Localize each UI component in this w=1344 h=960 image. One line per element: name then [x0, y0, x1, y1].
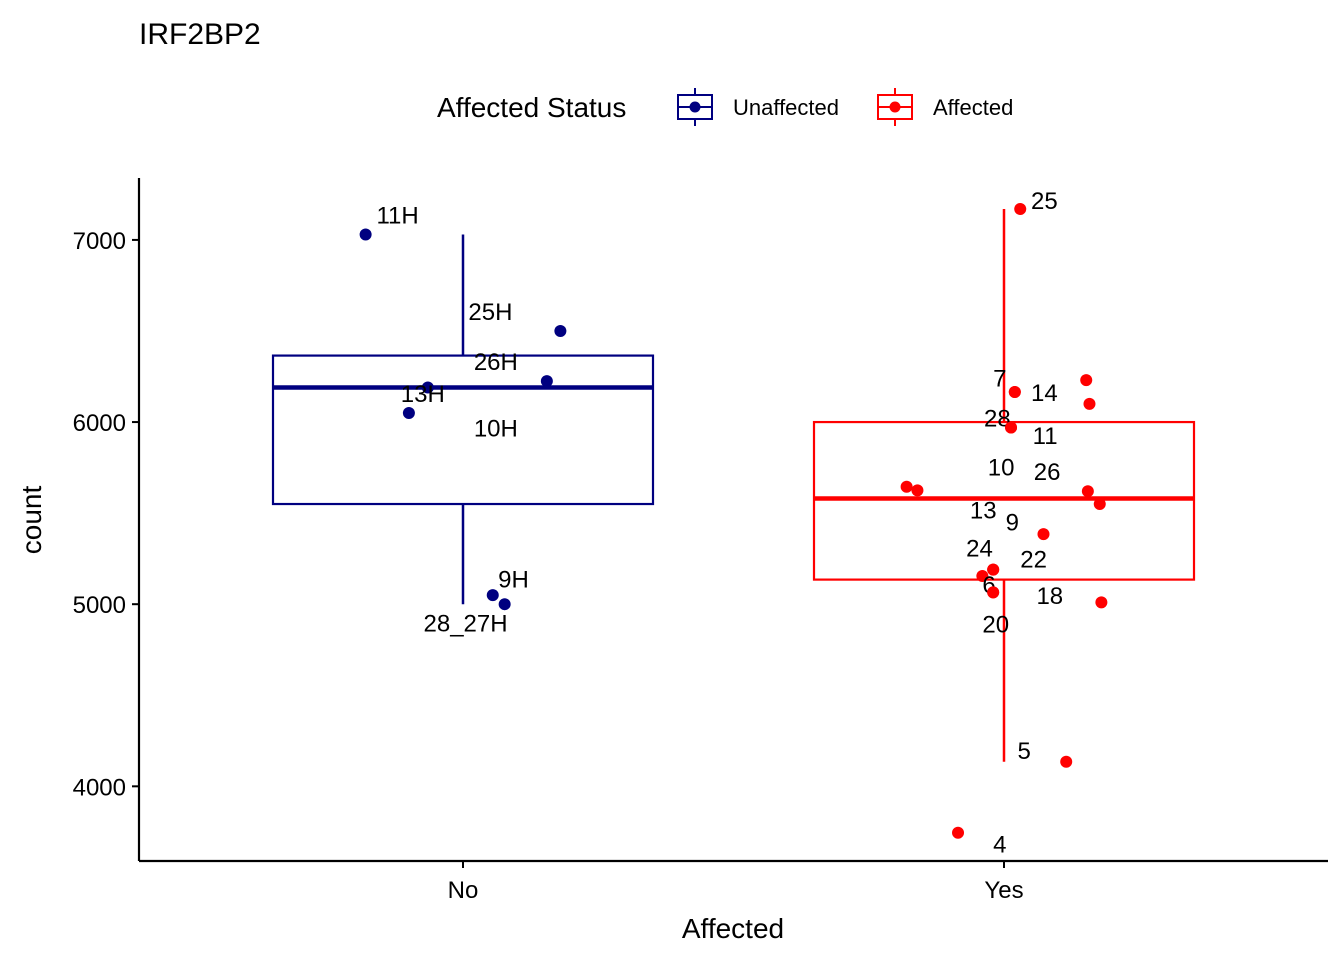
data-point [911, 484, 924, 497]
point-label: 13H [401, 381, 445, 408]
point-label: 24 [966, 536, 993, 563]
legend-label-unaffected: Unaffected [733, 95, 839, 120]
point-label: 18 [1036, 583, 1063, 610]
axes: 4000 5000 6000 7000 No Yes [73, 178, 1328, 904]
point-label: 25H [468, 299, 512, 326]
point-label: 11H [376, 202, 418, 229]
point-label: 22 [1020, 547, 1047, 574]
point-label: 11 [1033, 423, 1058, 450]
box-group-unaffected: 11H 25H 26H 13H 10H 9H 28_27H [271, 202, 655, 637]
point-label: 9 [1006, 509, 1019, 536]
point-label: 26H [474, 349, 518, 376]
data-point [976, 569, 989, 582]
point-label: 9H [498, 567, 529, 594]
point-label: 7 [993, 365, 1006, 392]
y-axis-title: count [16, 486, 47, 555]
data-point [554, 324, 567, 337]
data-point [1008, 386, 1021, 399]
data-point [1093, 498, 1106, 511]
data-point [987, 586, 1000, 599]
point-label: 25 [1031, 188, 1058, 215]
data-point [498, 598, 511, 611]
data-point [1080, 374, 1093, 387]
data-point [402, 406, 415, 419]
box-iqr [812, 420, 1196, 581]
data-point [1037, 528, 1050, 541]
y-tick-label: 6000 [73, 410, 126, 437]
box-iqr [271, 354, 655, 506]
legend-title: Affected Status [437, 92, 626, 123]
point-label: 26 [1034, 459, 1061, 486]
x-tick-label: Yes [984, 877, 1023, 904]
x-axis-title: Affected [682, 913, 784, 944]
legend-label-affected: Affected [933, 95, 1013, 120]
y-tick-label: 4000 [73, 774, 126, 801]
legend-key-affected [877, 88, 913, 126]
data-point [1014, 202, 1027, 215]
data-point [540, 375, 553, 388]
data-point [1005, 421, 1018, 434]
point-label: 20 [982, 611, 1009, 638]
data-point [1081, 485, 1094, 498]
point-label: 28_27H [424, 610, 508, 637]
data-point [486, 589, 499, 602]
point-label: 13 [970, 497, 997, 524]
legend-key-unaffected [677, 88, 713, 126]
point-label: 14 [1031, 380, 1058, 407]
point-label: 5 [1018, 738, 1031, 765]
data-point [952, 826, 965, 839]
data-point [1095, 596, 1108, 609]
y-tick-label: 7000 [73, 228, 126, 255]
legend: Affected Status Unaffected Affected [437, 88, 1013, 126]
point-label: 10H [474, 416, 518, 443]
data-point [421, 381, 434, 394]
data-point [987, 563, 1000, 576]
data-point [1083, 397, 1096, 410]
data-point [900, 480, 913, 493]
y-tick-label: 5000 [73, 592, 126, 619]
data-point [359, 228, 372, 241]
data-point [1060, 755, 1073, 768]
chart-title: IRF2BP2 [139, 18, 261, 51]
point-label: 4 [993, 832, 1006, 859]
x-tick-label: No [448, 877, 479, 904]
point-label: 10 [988, 455, 1015, 482]
